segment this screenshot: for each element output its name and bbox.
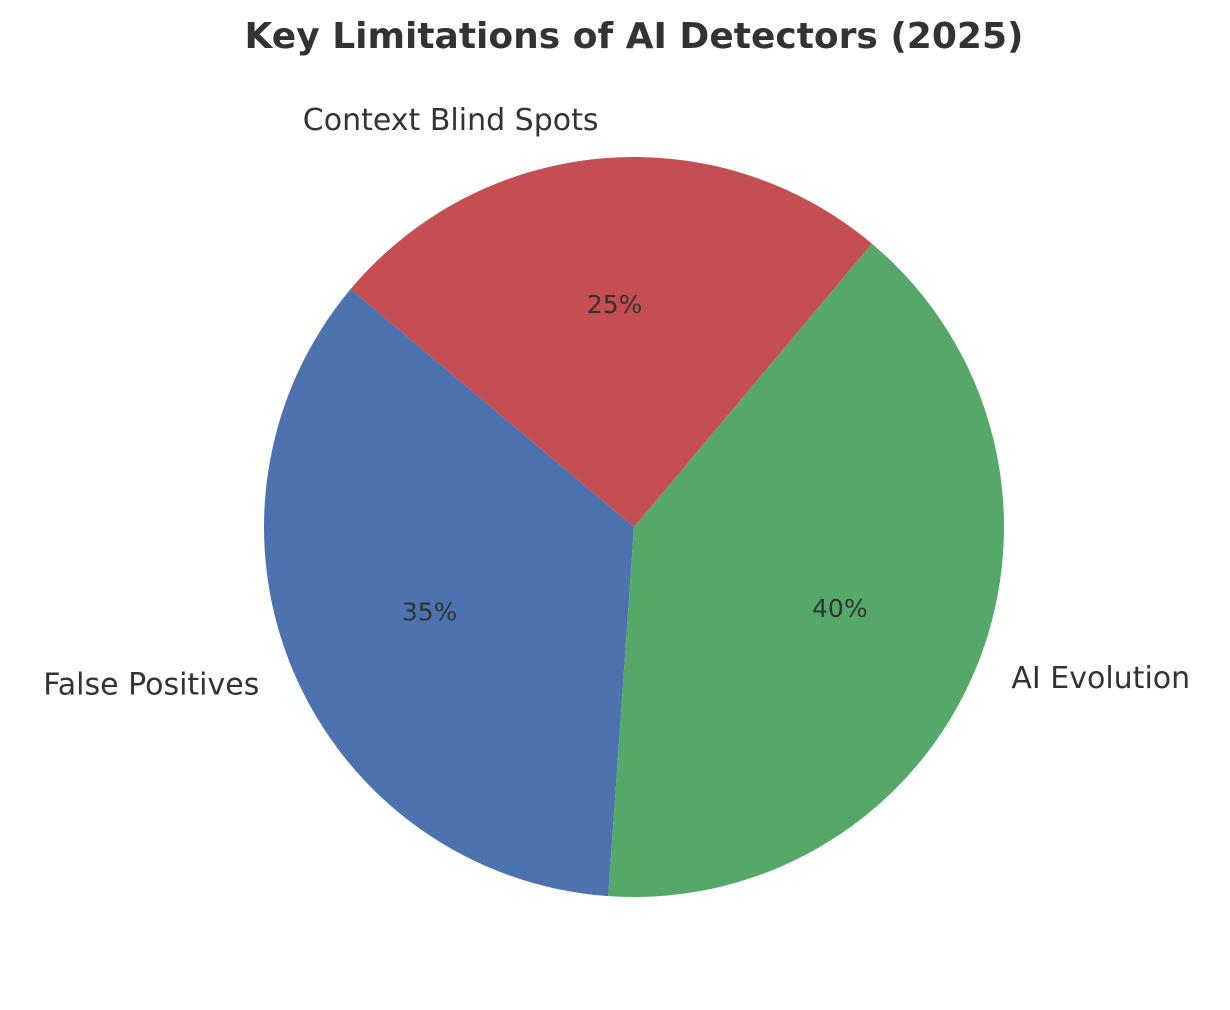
slice-label: Context Blind Spots: [303, 103, 599, 138]
pie-slice: [264, 289, 634, 897]
slice-label: AI Evolution: [1011, 661, 1190, 696]
pie-slice: [608, 243, 1004, 898]
value-label: 35%: [402, 598, 458, 627]
chart-title: Key Limitations of AI Detectors (2025): [245, 16, 1024, 57]
slice-label: False Positives: [43, 668, 259, 703]
value-label: 40%: [812, 594, 868, 623]
pie-slice: [350, 156, 872, 527]
value-label: 25%: [587, 290, 643, 319]
